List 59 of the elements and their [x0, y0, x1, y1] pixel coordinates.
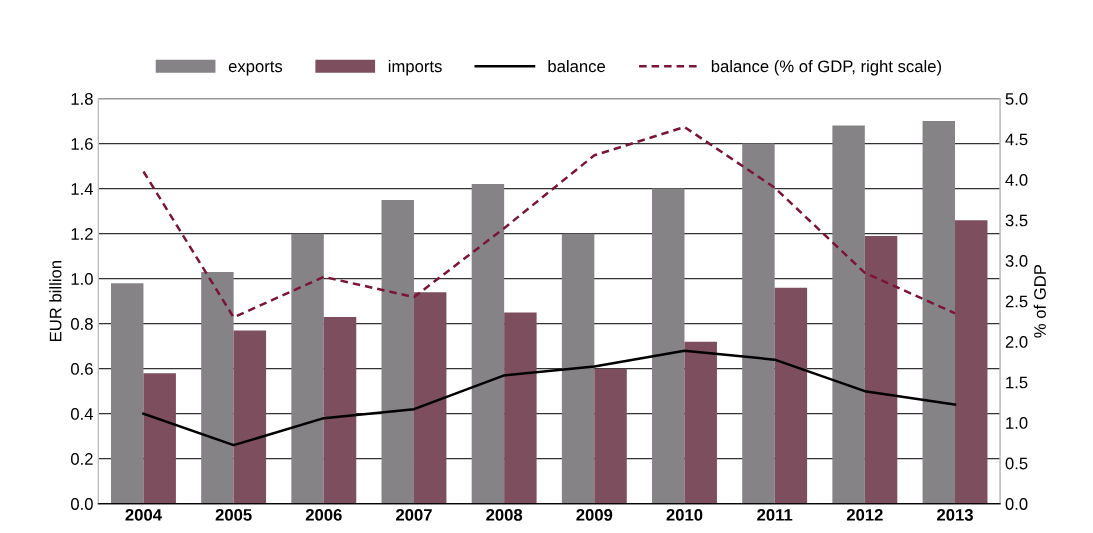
- bar: [201, 271, 234, 504]
- bar: [110, 283, 144, 504]
- x-tick-label: 2012: [846, 508, 883, 521]
- line-series: [142, 125, 957, 319]
- y2-tick-label: 4.0: [1005, 174, 1028, 186]
- y2-tick-label: 2.0: [1005, 336, 1028, 348]
- y2-tick-label: 2.5: [1005, 295, 1028, 308]
- bar: [922, 121, 956, 504]
- bar: [561, 233, 595, 504]
- x-tick-label: 2010: [666, 508, 703, 521]
- x-tick-label: 2008: [486, 508, 523, 521]
- y-tick-label: 1.4: [71, 183, 94, 195]
- line-series: [142, 349, 957, 447]
- bar: [323, 316, 357, 504]
- x-tick-label: 2007: [396, 508, 432, 521]
- bar: [471, 184, 505, 504]
- y-tick-label: 1.0: [71, 273, 93, 285]
- y-tick-label: 1.8: [71, 93, 93, 105]
- legend-label: imports: [388, 59, 442, 76]
- bar: [684, 341, 717, 504]
- x-tick-label: 2009: [576, 508, 613, 521]
- y-tick-label: 1.6: [71, 138, 93, 150]
- bar: [955, 220, 988, 504]
- y-tick-label: 0.0: [70, 498, 93, 510]
- bar: [504, 312, 537, 504]
- y2-tick-label: 0.0: [1005, 498, 1028, 510]
- y-tick-label: 0.8: [70, 318, 93, 330]
- bar: [832, 125, 865, 504]
- y2-tick-label: 5.0: [1005, 93, 1028, 105]
- bar: [143, 373, 176, 504]
- y2-tick-label: 1.0: [1006, 417, 1028, 429]
- legend-label: exports: [228, 61, 283, 76]
- x-tick-label: 2004: [125, 508, 162, 521]
- bar: [413, 292, 447, 504]
- legend-label: balance (% of GDP, right scale): [711, 59, 942, 76]
- y-tick-label: 0.6: [70, 363, 93, 375]
- y-tick-label: 1.2: [71, 228, 93, 240]
- bar: [774, 287, 808, 504]
- y2-tick-label: 4.5: [1005, 133, 1028, 146]
- y2-tick-label: 3.0: [1005, 255, 1028, 267]
- bar: [233, 330, 267, 504]
- bar: [381, 199, 414, 504]
- y-tick-label: 0.4: [70, 408, 94, 420]
- bar: [742, 143, 775, 504]
- bar: [864, 235, 898, 504]
- y2-tick-label: 3.5: [1005, 214, 1028, 227]
- y2-tick-label: 1.5: [1006, 376, 1028, 389]
- x-tick-label: 2013: [937, 508, 973, 521]
- bar: [291, 233, 324, 504]
- y2-axis-title: % of GDP: [1033, 264, 1046, 338]
- y2-tick-label: 0.5: [1005, 457, 1028, 470]
- x-tick-label: 2005: [215, 508, 252, 521]
- bar: [594, 368, 627, 504]
- legend-label: balance: [548, 59, 606, 73]
- y-axis-title: EUR billion: [49, 261, 62, 341]
- x-tick-label: 2011: [757, 508, 793, 521]
- y-tick-label: 0.2: [70, 453, 93, 465]
- bar: [652, 188, 685, 504]
- x-tick-label: 2006: [305, 508, 342, 521]
